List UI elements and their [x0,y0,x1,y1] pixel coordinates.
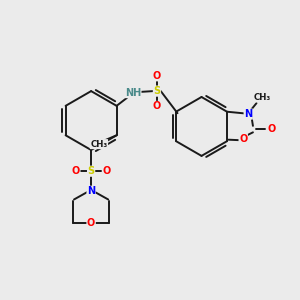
Text: N: N [244,109,252,119]
Text: N: N [87,186,95,196]
Text: CH₃: CH₃ [90,140,108,148]
Text: O: O [72,166,80,176]
Text: O: O [268,124,276,134]
Text: O: O [87,218,95,228]
Text: S: S [153,86,161,96]
Text: O: O [102,166,110,176]
Text: O: O [239,134,247,144]
Text: O: O [153,71,161,81]
Text: S: S [88,166,95,176]
Text: CH₃: CH₃ [253,93,270,102]
Text: O: O [153,101,161,111]
Text: NH: NH [125,88,141,98]
